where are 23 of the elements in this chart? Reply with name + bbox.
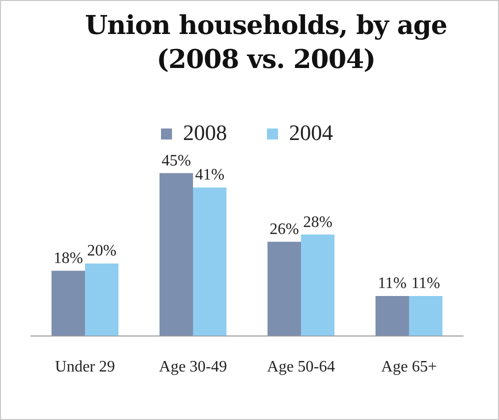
- data-label: 45%: [162, 152, 191, 170]
- bar: [52, 270, 85, 336]
- bar: [85, 263, 118, 336]
- bar: [193, 188, 226, 336]
- bar: [409, 296, 442, 336]
- bar: [376, 296, 409, 336]
- data-label: 11%: [411, 275, 440, 292]
- chart-title: Union households, by age (2008 vs. 2004): [84, 10, 448, 77]
- x-tick-label: Age 30-49: [159, 358, 227, 376]
- data-label: 41%: [195, 166, 224, 184]
- x-tick-label: Under 29: [55, 358, 115, 376]
- x-tick-label: Age 50-64: [267, 358, 335, 376]
- data-label: 18%: [54, 250, 83, 267]
- legend-label: 2004: [289, 120, 333, 145]
- bar: [301, 234, 334, 336]
- bar: [160, 173, 193, 336]
- data-label: 26%: [270, 220, 299, 238]
- legend-label: 2008: [183, 120, 227, 145]
- x-tick-label: Age 65+: [381, 358, 437, 376]
- bar: [268, 242, 301, 336]
- data-label: 28%: [303, 214, 332, 231]
- data-label: 11%: [378, 275, 407, 292]
- data-label: 20%: [87, 242, 116, 260]
